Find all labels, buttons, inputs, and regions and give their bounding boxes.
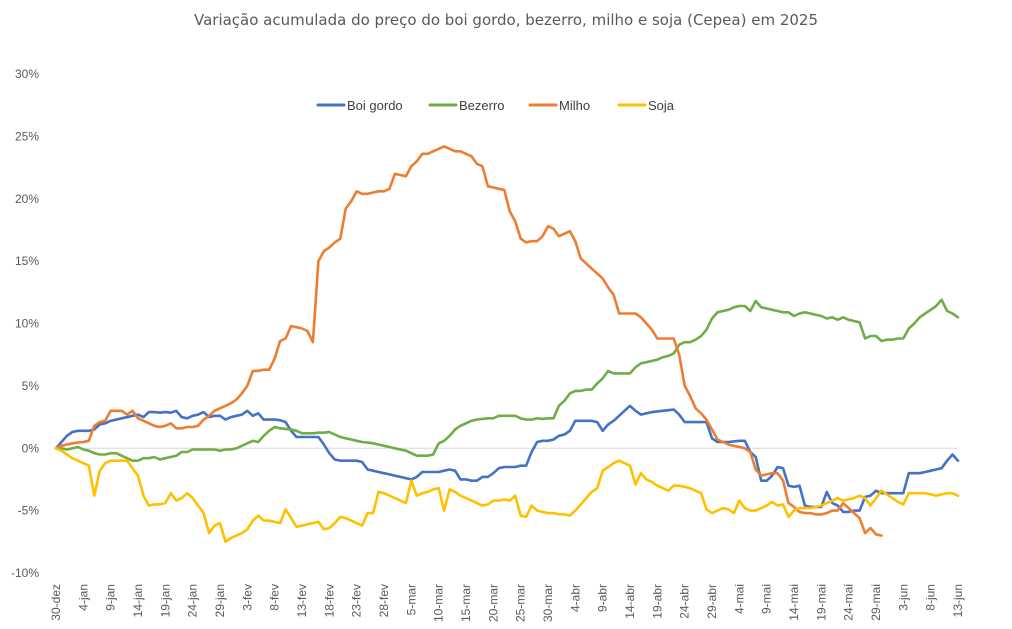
x-tick-label: 14-abr (623, 584, 637, 619)
series-group (54, 145, 960, 544)
x-tick-label: 13-jun (951, 584, 965, 617)
series-line-boi-gordo (54, 404, 960, 514)
chart-title: Variação acumulada do preço do boi gordo… (194, 11, 818, 29)
y-tick-label: -5% (18, 504, 40, 518)
y-axis: -10% -5% 0% 5% 10% 15% 20% 25% 30% (11, 67, 39, 580)
y-tick-label: 5% (22, 379, 40, 393)
x-axis: 30-dez 4-jan 9-jan 14-jan 19-jan 24-jan 29-jan… (49, 584, 965, 622)
y-tick-label: 30% (15, 67, 39, 81)
x-tick-label: 5-mar (404, 584, 418, 615)
x-tick-label: 4-jan (76, 584, 90, 611)
x-tick-label: 3-jun (896, 584, 910, 611)
y-tick-label: 20% (15, 192, 39, 206)
x-tick-label: 3-fev (240, 584, 254, 611)
x-tick-label: 9-abr (596, 584, 610, 612)
x-tick-label: 19-mai (814, 584, 828, 621)
x-tick-label: 18-fev (322, 584, 336, 617)
x-tick-label: 30-dez (49, 584, 63, 621)
legend: Boi gordo Bezerro Milho Soja (316, 98, 675, 113)
x-tick-label: 29-mai (869, 584, 883, 621)
x-tick-label: 24-abr (678, 584, 692, 619)
legend-label-boi-gordo: Boi gordo (347, 98, 403, 113)
x-tick-label: 4-abr (568, 584, 582, 612)
x-tick-label: 14-jan (131, 584, 145, 617)
x-tick-label: 24-mai (842, 584, 856, 621)
x-tick-label: 8-fev (268, 584, 282, 611)
y-tick-label: 10% (15, 317, 39, 331)
y-tick-label: 25% (15, 129, 39, 143)
series-line-milho (54, 145, 883, 537)
y-tick-label: -10% (11, 566, 39, 580)
x-tick-label: 23-fev (350, 584, 364, 617)
y-tick-label: 0% (22, 441, 40, 455)
x-tick-label: 25-mar (514, 584, 528, 622)
x-tick-label: 19-abr (650, 584, 664, 619)
x-tick-label: 8-jun (924, 584, 938, 611)
x-tick-label: 20-mar (486, 584, 500, 622)
series-line-bezerro (54, 298, 960, 462)
x-tick-label: 29-abr (705, 584, 719, 619)
x-tick-label: 19-jan (158, 584, 172, 617)
x-tick-label: 30-mar (541, 584, 555, 622)
x-tick-label: 9-mai (760, 584, 774, 614)
x-tick-label: 9-jan (104, 584, 118, 611)
x-tick-label: 15-mar (459, 584, 473, 622)
legend-label-milho: Milho (559, 98, 590, 113)
x-tick-label: 10-mar (432, 584, 446, 622)
series-line-soja (54, 447, 960, 544)
x-tick-label: 4-mai (732, 584, 746, 614)
y-tick-label: 15% (15, 254, 39, 268)
x-tick-label: 24-jan (186, 584, 200, 617)
x-tick-label: 14-mai (787, 584, 801, 621)
x-tick-label: 28-fev (377, 584, 391, 617)
legend-label-bezerro: Bezerro (459, 98, 505, 113)
legend-label-soja: Soja (648, 98, 675, 113)
x-tick-label: 13-fev (295, 584, 309, 617)
x-tick-label: 29-jan (213, 584, 227, 617)
